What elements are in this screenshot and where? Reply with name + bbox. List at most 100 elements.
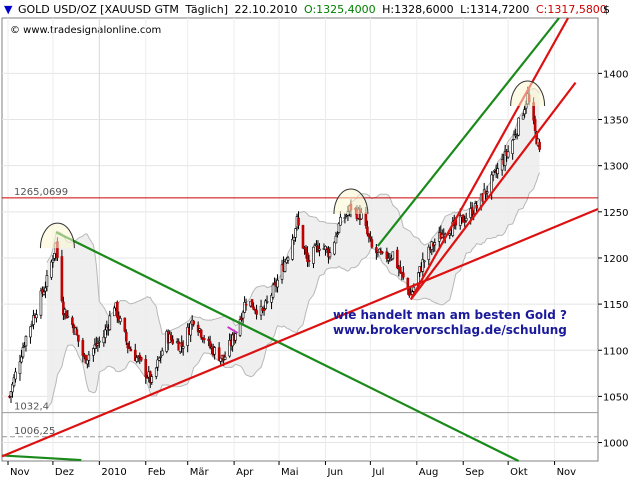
candle-body bbox=[391, 251, 395, 260]
candle-body bbox=[292, 237, 296, 241]
candle-body bbox=[301, 225, 305, 249]
x-tick-label: Jun bbox=[326, 467, 343, 478]
x-tick-label: Nov bbox=[10, 467, 30, 478]
candle-body bbox=[234, 333, 237, 341]
candle-body bbox=[156, 359, 160, 368]
candle-body bbox=[217, 347, 221, 361]
candle-body bbox=[286, 257, 290, 261]
candle-body bbox=[186, 326, 189, 346]
candle-body bbox=[77, 334, 80, 342]
candle-body bbox=[367, 233, 371, 238]
candle-body bbox=[66, 315, 70, 318]
candle-body bbox=[328, 252, 332, 258]
candle-body bbox=[255, 309, 258, 315]
candle-body bbox=[39, 290, 43, 316]
x-tick-label: Jul bbox=[371, 467, 384, 478]
candle-body bbox=[385, 251, 389, 259]
header-symbol: GOLD USD/OZ [XAUUSD GTM bbox=[18, 3, 179, 16]
candle-body bbox=[250, 299, 254, 308]
candle-body bbox=[264, 300, 267, 309]
candle-body bbox=[427, 246, 431, 260]
x-tick-label: Apr bbox=[236, 467, 254, 478]
candle-body bbox=[53, 252, 56, 259]
header-open: O:1325,4000 bbox=[304, 3, 376, 16]
candle-body bbox=[160, 350, 164, 356]
candle-body bbox=[11, 383, 14, 393]
candle-body bbox=[412, 286, 416, 292]
trendline-red-steep-2 bbox=[409, 81, 577, 301]
candle-body bbox=[241, 311, 245, 319]
y-tick-label: 1400 bbox=[603, 69, 628, 80]
candle-body bbox=[96, 343, 100, 346]
candle-body bbox=[337, 223, 341, 233]
x-tick-label: Okt bbox=[510, 467, 528, 478]
header-info: ▼ GOLD USD/OZ [XAUUSD GTM Täglich] 22.10… bbox=[4, 3, 607, 16]
x-tick-label: Dez bbox=[55, 467, 74, 478]
candle-body bbox=[51, 259, 55, 263]
candle-body bbox=[104, 329, 107, 338]
bollinger-band-lower bbox=[46, 172, 541, 409]
candle-body bbox=[102, 336, 106, 344]
candle-body bbox=[334, 235, 338, 244]
x-tick-label: Nov bbox=[557, 467, 577, 478]
grid-layer bbox=[2, 18, 598, 461]
candle-body bbox=[113, 307, 116, 317]
candle-body bbox=[42, 291, 46, 295]
candle-body bbox=[45, 275, 49, 287]
candle-body bbox=[32, 315, 35, 325]
candle-body bbox=[271, 284, 275, 298]
candle-body bbox=[381, 251, 384, 254]
header-date: 22.10.2010 bbox=[235, 3, 298, 16]
candle-body bbox=[297, 217, 300, 226]
x-axis: Nov Dez 2010 Feb Mär Apr Mai Jun Jul Aug Sep Okt Nov bbox=[7, 461, 577, 478]
candle-body bbox=[262, 309, 266, 312]
candle-body bbox=[523, 109, 526, 115]
candle-body bbox=[464, 218, 468, 221]
candle-body bbox=[92, 348, 95, 356]
candle-body bbox=[192, 320, 195, 325]
candle-body bbox=[336, 233, 339, 236]
header-close: C:1317,5800 bbox=[536, 3, 607, 16]
candle-body bbox=[60, 256, 64, 301]
y-tick-label: 1300 bbox=[603, 162, 628, 173]
annotation-line-2: www.brokervorschlag.de/schulung bbox=[333, 323, 567, 337]
y-tick-label: 1350 bbox=[603, 116, 628, 127]
level-label: 1032,4 bbox=[14, 402, 49, 413]
candle-body bbox=[124, 331, 128, 342]
candle-body bbox=[485, 191, 489, 194]
candle-body bbox=[87, 354, 91, 361]
candle-body bbox=[154, 367, 158, 377]
candle-body bbox=[223, 356, 227, 360]
candle-body bbox=[116, 301, 119, 318]
candle-body bbox=[276, 279, 279, 288]
header-period: Täglich] bbox=[184, 3, 228, 16]
candle-body bbox=[129, 348, 133, 352]
candle-body bbox=[145, 376, 149, 379]
candle-body bbox=[294, 228, 297, 238]
candle-body bbox=[491, 171, 495, 176]
candle-body bbox=[119, 317, 122, 322]
candle-body bbox=[171, 339, 175, 344]
candle-body bbox=[265, 301, 269, 303]
candle-body bbox=[538, 141, 541, 150]
top-arcs bbox=[39, 80, 546, 249]
candle-body bbox=[169, 335, 173, 340]
candle-body bbox=[139, 357, 143, 361]
y-tick-label: 1250 bbox=[603, 208, 628, 219]
y-axis: 1000 1050 1100 1150 1200 1250 1300 1350 1400 bbox=[598, 69, 628, 450]
candle-body bbox=[475, 204, 479, 209]
candle-body bbox=[339, 216, 342, 226]
trendline-green-downtrend bbox=[55, 231, 520, 462]
candle-body bbox=[44, 287, 47, 292]
candle-body bbox=[402, 272, 405, 278]
trendlines bbox=[1, 17, 599, 462]
watermark: © www.tradesignalonline.com bbox=[10, 25, 161, 36]
candlesticks bbox=[8, 86, 541, 403]
header-high: H:1328,6000 bbox=[382, 3, 453, 16]
candle-body bbox=[21, 347, 25, 358]
candle-body bbox=[422, 260, 426, 263]
candle-body bbox=[144, 359, 148, 378]
candle-body bbox=[150, 376, 154, 383]
candle-body bbox=[280, 264, 284, 280]
candle-body bbox=[463, 221, 467, 223]
